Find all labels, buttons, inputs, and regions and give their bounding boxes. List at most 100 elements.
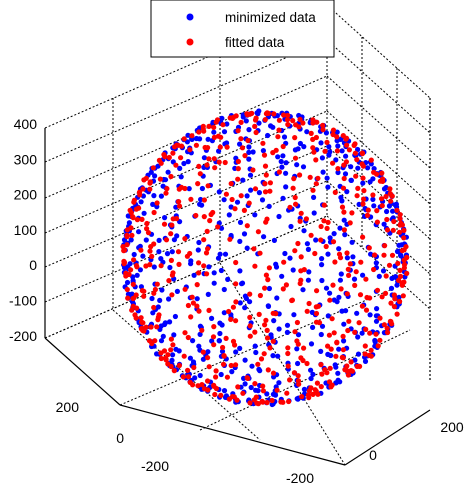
fitted-data-point (181, 353, 187, 359)
fitted-data-point (327, 297, 333, 303)
fitted-data-point (318, 237, 324, 243)
fitted-data-point (205, 355, 211, 361)
fitted-data-point (185, 334, 191, 341)
minimized-data-point (278, 158, 284, 165)
minimized-data-point (396, 294, 402, 300)
fitted-data-point (185, 367, 191, 373)
fitted-data-point (380, 178, 386, 184)
fitted-data-point (298, 268, 304, 274)
legend-label-minimized: minimized data (225, 10, 316, 25)
minimized-data-point (197, 372, 203, 379)
minimized-data-point (176, 348, 182, 354)
minimized-data-point (311, 210, 317, 216)
minimized-data-point (304, 241, 310, 247)
fitted-data-point (330, 282, 336, 288)
fitted-data-point (295, 378, 302, 384)
minimized-data-point (318, 348, 324, 354)
fitted-data-point (363, 307, 370, 313)
minimized-data-point (279, 273, 285, 279)
minimized-data-point (376, 273, 382, 279)
fitted-data-point (155, 314, 161, 320)
minimized-data-point (294, 346, 300, 352)
minimized-data-point (260, 148, 266, 154)
minimized-data-point (341, 338, 347, 344)
minimized-data-point (221, 310, 227, 316)
minimized-data-point (218, 371, 224, 378)
minimized-data-point (134, 272, 140, 278)
minimized-data-point (216, 189, 222, 195)
fitted-data-point (189, 294, 195, 300)
fitted-data-point (352, 150, 358, 156)
fitted-data-point (307, 174, 313, 180)
fitted-data-point (351, 142, 357, 148)
minimized-data-point (186, 186, 192, 192)
minimized-data-point (270, 353, 276, 359)
minimized-data-point (398, 253, 404, 259)
minimized-data-point (333, 157, 339, 163)
fitted-data-point (222, 159, 228, 166)
minimized-data-point (295, 332, 302, 338)
fitted-data-point (244, 223, 250, 229)
fitted-data-point (129, 232, 135, 238)
fitted-data-point (344, 142, 350, 148)
minimized-data-point (165, 169, 171, 175)
minimized-data-point (221, 197, 227, 203)
fitted-data-point (235, 384, 241, 390)
fitted-data-point (285, 112, 291, 119)
minimized-data-point (197, 331, 203, 337)
fitted-data-point (287, 377, 293, 383)
fitted-data-point (252, 186, 259, 192)
fitted-data-point (233, 281, 239, 287)
fitted-data-point (394, 207, 400, 213)
minimized-data-point (196, 343, 202, 349)
fitted-data-point (139, 319, 145, 325)
fitted-data-point (204, 162, 210, 168)
fitted-data-point (264, 335, 271, 341)
minimized-data-point (319, 323, 326, 329)
minimized-data-point (159, 287, 165, 293)
fitted-data-point (207, 218, 213, 224)
minimized-data-point (140, 253, 146, 259)
fitted-data-point (264, 399, 270, 406)
minimized-data-point (348, 177, 354, 183)
minimized-data-point (138, 199, 144, 205)
minimized-data-point (252, 212, 258, 218)
fitted-data-point (191, 364, 197, 371)
minimized-data-point (380, 268, 387, 274)
minimized-data-point (237, 345, 243, 351)
fitted-data-point (158, 355, 164, 362)
fitted-data-point (187, 147, 193, 153)
fitted-data-point (349, 210, 355, 216)
z-tick-label: -200 (9, 328, 37, 344)
left-axis-tick-label: 200 (56, 399, 80, 415)
z-tick-label: 100 (14, 222, 38, 238)
fitted-data-point (124, 234, 130, 240)
minimized-data-point (196, 239, 202, 246)
minimized-data-point (305, 246, 311, 252)
fitted-data-point (280, 286, 286, 292)
minimized-data-point (343, 153, 349, 159)
minimized-data-point (373, 318, 380, 324)
minimized-data-point (149, 295, 155, 302)
fitted-data-point (313, 319, 320, 325)
minimized-data-point (215, 255, 222, 261)
fitted-data-point (239, 145, 246, 151)
z-tick-label: -100 (9, 293, 37, 309)
fitted-data-point (252, 329, 258, 335)
fitted-data-point (269, 397, 275, 404)
fitted-data-point (147, 180, 153, 186)
fitted-data-point (169, 292, 175, 298)
fitted-data-point (166, 154, 172, 161)
minimized-data-point (234, 199, 241, 205)
fitted-data-point (267, 345, 273, 351)
fitted-data-point (238, 193, 244, 199)
minimized-data-point (325, 251, 331, 257)
fitted-data-point (252, 381, 258, 387)
minimized-data-point (311, 194, 317, 200)
minimized-data-point (222, 394, 229, 400)
minimized-data-point (308, 375, 314, 382)
minimized-data-point (192, 375, 198, 381)
fitted-data-point (224, 144, 230, 150)
fitted-data-point (247, 400, 253, 406)
fitted-data-point (399, 282, 405, 288)
